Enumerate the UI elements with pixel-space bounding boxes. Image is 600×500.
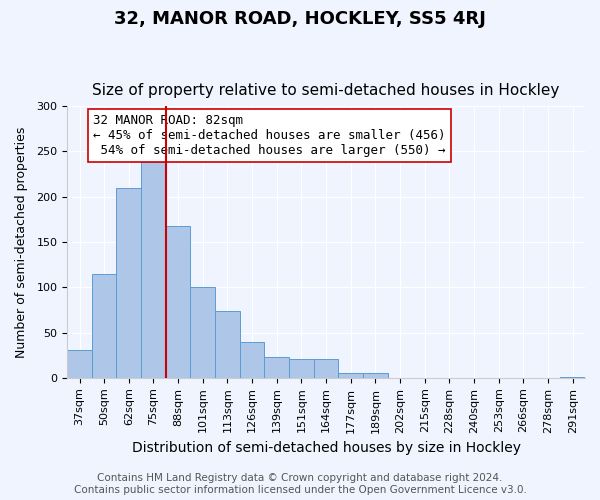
- Bar: [265, 357, 289, 378]
- X-axis label: Distribution of semi-detached houses by size in Hockley: Distribution of semi-detached houses by …: [131, 441, 521, 455]
- Bar: [560, 377, 585, 378]
- Bar: [240, 342, 265, 378]
- Text: Contains HM Land Registry data © Crown copyright and database right 2024.
Contai: Contains HM Land Registry data © Crown c…: [74, 474, 526, 495]
- Bar: [166, 226, 190, 378]
- Bar: [215, 311, 240, 378]
- Bar: [190, 287, 215, 378]
- Bar: [92, 274, 116, 378]
- Title: Size of property relative to semi-detached houses in Hockley: Size of property relative to semi-detach…: [92, 83, 560, 98]
- Bar: [314, 359, 338, 378]
- Bar: [338, 374, 363, 378]
- Y-axis label: Number of semi-detached properties: Number of semi-detached properties: [15, 126, 28, 358]
- Bar: [289, 359, 314, 378]
- Text: 32, MANOR ROAD, HOCKLEY, SS5 4RJ: 32, MANOR ROAD, HOCKLEY, SS5 4RJ: [114, 10, 486, 28]
- Bar: [116, 188, 141, 378]
- Text: 32 MANOR ROAD: 82sqm
← 45% of semi-detached houses are smaller (456)
 54% of sem: 32 MANOR ROAD: 82sqm ← 45% of semi-detac…: [93, 114, 446, 158]
- Bar: [363, 374, 388, 378]
- Bar: [141, 162, 166, 378]
- Bar: [67, 350, 92, 378]
